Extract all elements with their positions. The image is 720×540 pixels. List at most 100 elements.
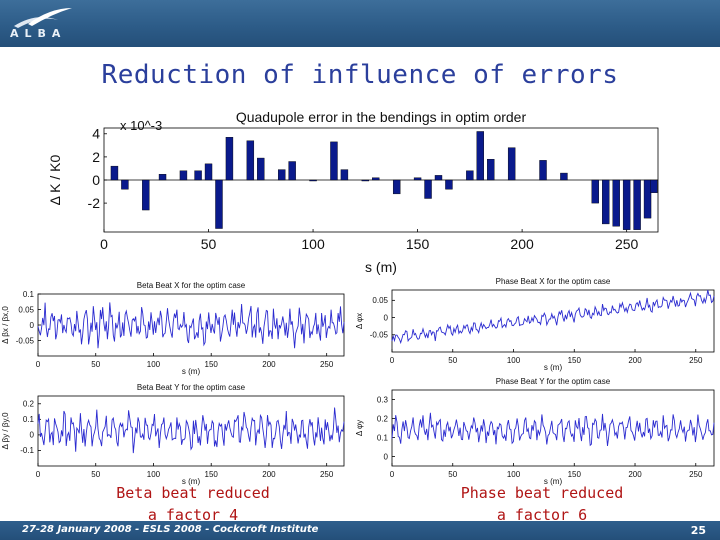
pby-ytick-label: 0 xyxy=(384,452,389,461)
bby-y-axis-label: Δ βy / βy,0 xyxy=(1,412,10,450)
pbx-xtick-label: 0 xyxy=(390,356,395,365)
bbx-series-line xyxy=(37,302,345,349)
bby-axes-frame xyxy=(37,395,345,467)
caption-beta-line2: a factor 4 xyxy=(147,506,239,524)
bbx-ytick-label: -0.05 xyxy=(16,336,35,345)
main-xtick-label: 0 xyxy=(100,236,108,252)
pby-x-axis-label: s (m) xyxy=(544,477,563,486)
bar xyxy=(225,137,234,181)
bby-ytick-label: -0.1 xyxy=(20,446,34,455)
bar xyxy=(179,170,188,181)
bbx-xtick-label: 50 xyxy=(91,360,100,369)
beta-beat-x-chart: 0 50 100 150 200 250 -0.05 0 0.05 0.1 Beta Beat X … xyxy=(1,281,345,376)
logo-text: ALBA xyxy=(10,27,67,40)
bar xyxy=(194,170,202,181)
caption-phase-line2: a factor 6 xyxy=(496,506,588,524)
bar xyxy=(650,179,658,193)
bar xyxy=(372,177,380,181)
caption-phase-line1: Phase beat reduced xyxy=(460,484,624,502)
bbx-ytick-label: 0.1 xyxy=(23,290,35,299)
bar xyxy=(507,147,516,181)
pbx-ytick-label: 0.05 xyxy=(372,296,388,305)
bar xyxy=(602,179,610,225)
main-bar-chart: 0 50 100 150 200 250 -2 0 2 4 Quadupole error in t… xyxy=(47,109,659,275)
main-xtick-label: 250 xyxy=(615,236,639,252)
pbx-xtick-label: 200 xyxy=(628,356,642,365)
bar xyxy=(560,172,568,181)
bar xyxy=(591,179,599,204)
bby-xtick-label: 100 xyxy=(147,470,161,479)
bby-xtick-label: 50 xyxy=(91,470,100,479)
bbx-ytick-label: 0 xyxy=(30,321,35,330)
main-ytick-label: 4 xyxy=(92,126,100,142)
pby-xtick-label: 50 xyxy=(448,470,457,479)
bar xyxy=(330,141,338,181)
caption-beta-line1: Beta beat reduced xyxy=(116,484,270,502)
bar xyxy=(612,179,620,227)
bar xyxy=(110,165,119,181)
bar xyxy=(142,179,150,211)
header-bar: ALBA xyxy=(0,0,720,47)
bar xyxy=(215,179,223,229)
bar xyxy=(539,160,547,181)
bbx-xtick-label: 200 xyxy=(262,360,276,369)
pbx-xtick-label: 150 xyxy=(568,356,582,365)
pby-xtick-label: 250 xyxy=(689,470,703,479)
pbx-series-line xyxy=(391,289,715,345)
pbx-x-axis-label: s (m) xyxy=(544,363,563,372)
bar xyxy=(643,179,652,219)
bar xyxy=(257,157,265,181)
slide-title: Reduction of influence of errors xyxy=(101,60,619,90)
bar xyxy=(392,179,401,195)
bar xyxy=(158,174,167,181)
bby-ytick-label: 0.2 xyxy=(23,400,35,409)
bar xyxy=(466,170,474,181)
pby-ytick-label: 0.2 xyxy=(377,414,389,423)
bby-ytick-label: 0 xyxy=(30,431,35,440)
bar xyxy=(633,179,641,230)
footer-text: 27-28 January 2008 - ESLS 2008 - Cockcro… xyxy=(22,524,319,535)
pbx-xtick-label: 50 xyxy=(448,356,457,365)
main-ytick-label: 0 xyxy=(92,172,100,188)
bar xyxy=(121,179,129,190)
caption-phase-beat: Phase beat reduced a factor 6 xyxy=(432,482,652,526)
bar xyxy=(309,179,317,182)
page-number: 25 xyxy=(690,524,706,537)
bbx-ytick-label: 0.05 xyxy=(18,305,34,314)
main-xtick-label: 150 xyxy=(406,236,430,252)
pby-xtick-label: 100 xyxy=(507,470,521,479)
pbx-ytick-label: 0 xyxy=(384,313,389,322)
pbx-title: Phase Beat X for the optim case xyxy=(496,277,611,286)
main-scale-label: x 10^-3 xyxy=(120,118,162,133)
bar xyxy=(622,179,631,230)
pby-xtick-label: 200 xyxy=(628,470,642,479)
phase-beat-y-chart: 0 50 100 150 200 250 0 0.1 0.2 0.3 Phase Beat Y fo… xyxy=(355,377,715,486)
bar xyxy=(434,175,443,181)
pby-xtick-label: 150 xyxy=(568,470,582,479)
bby-x-axis-label: s (m) xyxy=(182,477,201,486)
pby-axes-frame xyxy=(391,389,715,467)
bar xyxy=(340,169,349,181)
bar xyxy=(246,140,255,181)
pbx-xtick-label: 100 xyxy=(507,356,521,365)
bar xyxy=(413,177,422,181)
bby-series-line xyxy=(37,407,345,454)
bbx-xtick-label: 150 xyxy=(205,360,219,369)
bar xyxy=(288,161,296,181)
bar xyxy=(445,179,453,190)
main-xtick-label: 100 xyxy=(301,236,325,252)
pby-xtick-label: 0 xyxy=(390,470,395,479)
pbx-ytick-label: -0.05 xyxy=(370,331,389,340)
bby-xtick-label: 150 xyxy=(205,470,219,479)
bar xyxy=(476,131,485,181)
main-x-axis-label: s (m) xyxy=(365,259,397,275)
bbx-title: Beta Beat X for the optim case xyxy=(137,281,246,290)
bby-xtick-label: 250 xyxy=(320,470,334,479)
bar xyxy=(424,179,432,199)
alba-logo xyxy=(14,8,72,28)
bar xyxy=(277,169,286,181)
main-xtick-label: 50 xyxy=(201,236,217,252)
bbx-y-axis-label: Δ βx / βx,0 xyxy=(1,306,10,344)
pby-y-axis-label: Δ φy xyxy=(355,420,364,436)
